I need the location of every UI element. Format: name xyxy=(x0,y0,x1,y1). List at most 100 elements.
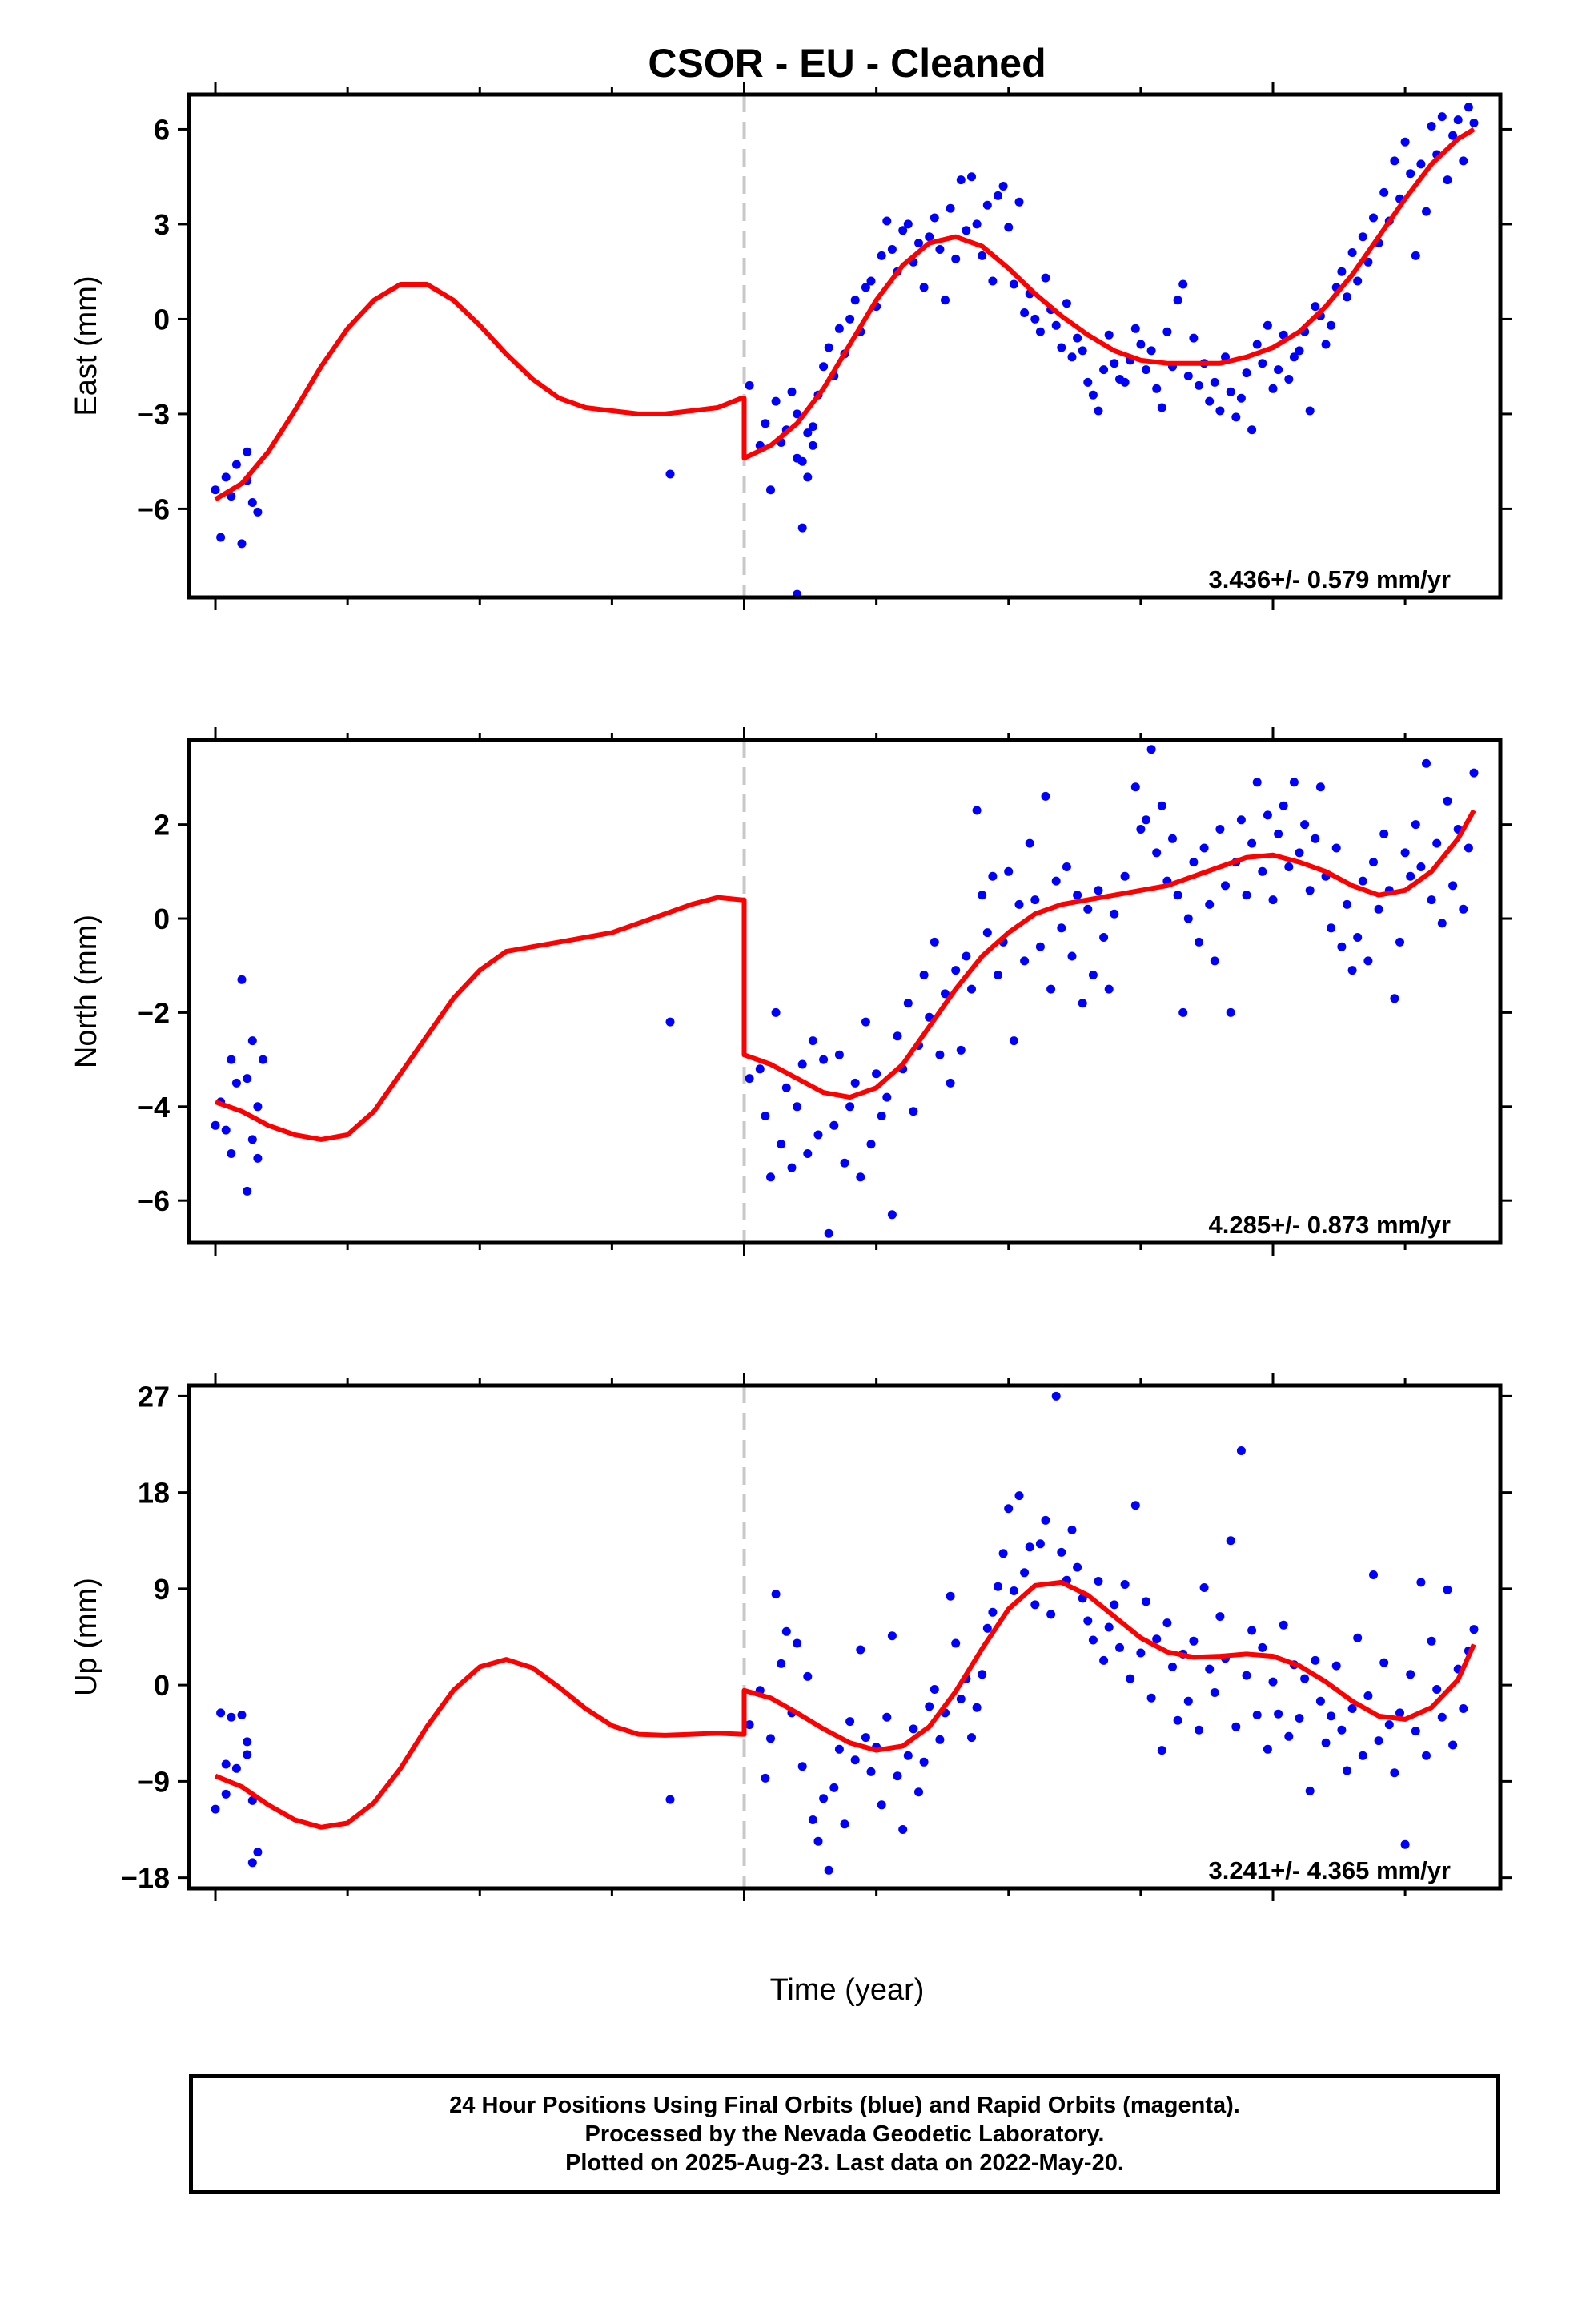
north-data-point xyxy=(761,1112,770,1120)
north-data-point xyxy=(237,975,247,984)
up-data-point xyxy=(1110,1600,1119,1610)
up-data-point xyxy=(1258,1642,1267,1652)
up-data-point xyxy=(777,1659,786,1668)
east-data-point xyxy=(1041,273,1050,283)
up-ytick-label: −18 xyxy=(121,1862,170,1895)
east-data-point xyxy=(1337,267,1347,276)
east-data-point xyxy=(1130,324,1140,333)
east-data-point xyxy=(803,472,813,482)
east-data-point xyxy=(930,213,939,223)
east-data-point xyxy=(797,456,807,466)
up-data-point xyxy=(221,1789,231,1799)
up-data-point xyxy=(227,1712,236,1722)
north-data-point xyxy=(1205,899,1215,909)
north-data-point xyxy=(856,1172,865,1182)
up-data-point xyxy=(935,1735,945,1744)
north-data-point xyxy=(1020,956,1030,966)
east-data-point xyxy=(951,254,961,263)
east-data-point xyxy=(1094,406,1103,416)
north-data-point xyxy=(777,1140,786,1149)
east-data-point xyxy=(1099,365,1109,375)
up-data-point xyxy=(1020,1568,1030,1578)
east-data-point xyxy=(1057,343,1066,352)
north-data-point xyxy=(766,1172,775,1182)
up-data-point xyxy=(1195,1725,1203,1735)
up-data-point xyxy=(766,1734,775,1743)
east-data-point xyxy=(1173,296,1182,305)
east-data-point xyxy=(237,539,247,549)
north-data-point xyxy=(1395,937,1404,947)
north-data-point xyxy=(771,1007,781,1017)
east-panel: 630−3−6202020212022East (mm)3.436+/- 0.5… xyxy=(70,82,1512,610)
east-data-point xyxy=(1289,352,1299,362)
up-data-point xyxy=(1311,1655,1320,1665)
up-data-point xyxy=(1168,1662,1177,1671)
north-data-point xyxy=(1279,801,1288,810)
up-data-point xyxy=(1057,1547,1066,1557)
north-data-point xyxy=(1168,834,1177,843)
up-data-point xyxy=(956,1695,966,1703)
east-data-point xyxy=(1343,292,1351,302)
east-data-point xyxy=(850,296,860,305)
east-points xyxy=(211,103,1479,597)
north-data-point xyxy=(231,1078,241,1088)
north-data-point xyxy=(1083,904,1093,914)
east-data-point xyxy=(211,485,220,495)
north-data-point xyxy=(962,951,971,961)
up-data-point xyxy=(808,1815,817,1824)
north-data-point xyxy=(1078,999,1087,1008)
up-data-point xyxy=(1009,1586,1018,1595)
east-ytick-label: 0 xyxy=(154,303,170,336)
north-data-point xyxy=(1343,899,1351,909)
north-data-point xyxy=(956,1045,966,1055)
north-data-point xyxy=(1041,791,1050,801)
north-data-point xyxy=(866,1140,876,1149)
north-data-point xyxy=(951,966,961,975)
north-data-point xyxy=(253,1102,263,1112)
east-data-point xyxy=(1258,359,1267,368)
up-data-point xyxy=(1088,1635,1098,1645)
north-data-point xyxy=(1110,909,1119,919)
up-data-point xyxy=(856,1645,865,1655)
east-data-point xyxy=(1051,320,1061,330)
east-data-point xyxy=(766,485,775,495)
north-data-point xyxy=(1035,942,1045,951)
caption-box: 24 Hour Positions Using Final Orbits (bl… xyxy=(189,2074,1500,2194)
north-data-point xyxy=(1252,778,1262,787)
up-data-point xyxy=(1051,1391,1061,1401)
up-data-point xyxy=(1406,1670,1415,1679)
north-data-point xyxy=(1295,848,1304,858)
east-data-point xyxy=(1327,320,1336,330)
caption-line-1: 24 Hour Positions Using Final Orbits (bl… xyxy=(449,2093,1240,2118)
north-data-point xyxy=(211,1120,220,1130)
east-data-point xyxy=(243,447,252,456)
up-frame xyxy=(187,1383,1503,1891)
north-data-point xyxy=(861,1017,870,1027)
up-data-point xyxy=(1369,1570,1378,1579)
east-data-point xyxy=(1295,346,1304,356)
north-data-point xyxy=(1469,768,1479,778)
east-data-point xyxy=(771,396,781,406)
up-data-point xyxy=(978,1670,987,1679)
up-data-point xyxy=(1305,1786,1315,1795)
up-data-point xyxy=(1390,1768,1399,1778)
east-data-point xyxy=(1453,115,1463,125)
north-data-point xyxy=(745,1074,754,1084)
north-data-point xyxy=(1130,782,1140,792)
north-data-point xyxy=(1057,923,1066,933)
east-data-point xyxy=(1437,112,1447,122)
north-data-point xyxy=(1379,829,1389,838)
up-data-point xyxy=(1130,1501,1140,1510)
east-data-point xyxy=(1242,368,1251,378)
north-data-point xyxy=(1305,886,1315,895)
up-data-point xyxy=(1327,1711,1336,1721)
north-data-point xyxy=(1284,862,1294,871)
north-data-point xyxy=(1443,796,1452,806)
east-data-point xyxy=(1379,187,1389,197)
up-data-point xyxy=(1136,1648,1146,1658)
up-data-point xyxy=(221,1759,231,1769)
east-data-point xyxy=(1215,406,1225,416)
east-data-point xyxy=(1162,327,1172,336)
east-data-point xyxy=(1014,197,1024,207)
up-ytick-label: 0 xyxy=(154,1669,170,1702)
